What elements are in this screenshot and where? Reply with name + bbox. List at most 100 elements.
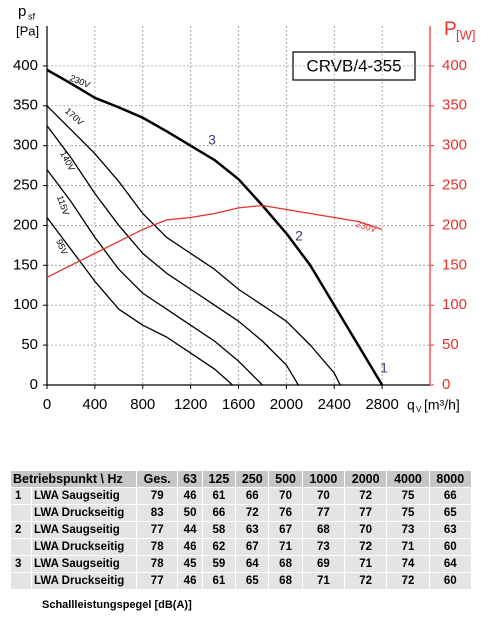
y-tick-label: 50: [21, 336, 38, 353]
value-cell: 50: [177, 504, 203, 522]
header-cell: 8000: [428, 470, 473, 488]
value-cell: 72: [344, 487, 388, 505]
row-label: LWA Saugseitig: [31, 521, 137, 539]
value-cell: 58: [201, 521, 237, 539]
value-cell: 70: [344, 521, 388, 539]
value-cell: 60: [428, 572, 473, 590]
value-cell: 68: [301, 521, 346, 539]
value-cell: 72: [344, 572, 388, 590]
series-line: [46, 217, 233, 386]
value-cell: 78: [135, 538, 179, 556]
y-tick-label: 350: [13, 97, 38, 114]
value-cell: 71: [301, 572, 346, 590]
y2-tick-label: 400: [442, 57, 467, 74]
y-label: p: [18, 3, 26, 20]
chart: CRVB/4-355 p sf [Pa] P [W] q V [m³/h] 0 5…: [13, 3, 476, 414]
value-cell: 44: [177, 521, 203, 539]
y-tick-label: 250: [13, 177, 38, 194]
value-cell: 59: [201, 555, 237, 573]
x-tick-label: 1600: [222, 396, 255, 413]
value-cell: 72: [235, 504, 270, 522]
point-cell: 3: [10, 555, 32, 573]
value-cell: 65: [428, 504, 473, 522]
operating-point-label: 2: [295, 228, 303, 244]
x-tick-label: 2400: [318, 396, 351, 413]
row-label: LWA Saugseitig: [31, 487, 137, 505]
value-cell: 65: [235, 572, 270, 590]
table-row: LWA Druckseitig 77 46 61 65 68 71 72 72 60: [10, 572, 473, 590]
sound-table: Betriebspunkt \ Hz Ges. 63 125 250 500 1000 200…: [10, 470, 473, 590]
value-cell: 68: [268, 572, 303, 590]
y2-tick-label: 350: [442, 97, 467, 114]
value-cell: 46: [177, 487, 203, 505]
series-line: [46, 204, 383, 278]
value-cell: 67: [235, 538, 270, 556]
y-tick-label: 300: [13, 137, 38, 154]
y2-tick-label: 50: [442, 336, 459, 353]
header-cell: 250: [235, 470, 270, 488]
y2-tick-label: 0: [442, 376, 450, 393]
row-label: LWA Druckseitig: [31, 538, 137, 556]
value-cell: 76: [268, 504, 303, 522]
value-cell: 62: [201, 538, 237, 556]
x-tick-label: 1200: [174, 396, 207, 413]
value-cell: 77: [301, 504, 346, 522]
header-cell: Betriebspunkt \ Hz: [10, 470, 137, 488]
value-cell: 70: [268, 487, 303, 505]
series-label: 230V: [68, 73, 91, 90]
y-tick-label: 200: [13, 216, 38, 233]
header-cell: Ges.: [135, 470, 179, 488]
row-label: LWA Druckseitig: [31, 504, 137, 522]
value-cell: 63: [428, 521, 473, 539]
x-tick-label: 400: [82, 396, 107, 413]
row-label: LWA Druckseitig: [31, 572, 137, 590]
point-cell: 2: [10, 521, 32, 539]
value-cell: 78: [135, 555, 179, 573]
y2-tick-label: 300: [442, 137, 467, 154]
value-cell: 75: [386, 487, 430, 505]
value-cell: 79: [135, 487, 179, 505]
series-label: 115V: [55, 194, 71, 217]
series-label: 170V: [63, 106, 85, 128]
header-cell: 63: [177, 470, 203, 488]
header-cell: 1000: [301, 470, 346, 488]
series-line: [46, 68, 384, 386]
x-tick-label: 2000: [270, 396, 303, 413]
value-cell: 66: [428, 487, 473, 505]
value-cell: 61: [201, 572, 237, 590]
table-row: LWA Druckseitig 78 46 62 67 71 73 72 71 60: [10, 538, 473, 556]
series-label: 95V: [54, 238, 70, 257]
y2-tick-label: 100: [442, 296, 467, 313]
header-cell: 500: [268, 470, 303, 488]
y-unit: [Pa]: [16, 23, 39, 38]
table-row: 2 LWA Saugseitig 77 44 58 63 67 68 70 73 63: [10, 521, 473, 539]
value-cell: 77: [135, 572, 179, 590]
value-cell: 72: [386, 572, 430, 590]
point-cell: [10, 538, 32, 556]
table-row: LWA Druckseitig 83 50 66 72 76 77 77 75 65: [10, 504, 473, 522]
point-cell: [10, 504, 32, 522]
value-cell: 72: [344, 538, 388, 556]
table-row: 1 LWA Saugseitig 79 46 61 66 70 70 72 75 66: [10, 487, 473, 505]
series-label: 140V: [58, 149, 77, 172]
y-tick-label: 0: [30, 376, 38, 393]
y2-label: P: [444, 19, 457, 40]
y-tick-label: 400: [13, 57, 38, 74]
value-cell: 60: [428, 538, 473, 556]
value-cell: 77: [135, 521, 179, 539]
y2-label-sub: [W]: [456, 27, 476, 42]
y-tick-label: 100: [13, 296, 38, 313]
header-cell: 2000: [344, 470, 388, 488]
series-line: [46, 125, 299, 386]
y2-tick-label: 200: [442, 216, 467, 233]
model-label: CRVB/4-355: [306, 56, 401, 75]
table-footer: Schallleistungspegel [dB(A)]: [42, 599, 192, 611]
header-cell: 4000: [386, 470, 430, 488]
x-label-sub: V: [416, 405, 422, 414]
value-cell: 69: [301, 555, 346, 573]
y2-tick-label: 150: [442, 256, 467, 273]
value-cell: 61: [201, 487, 237, 505]
value-cell: 74: [386, 555, 430, 573]
x-tick-label: 0: [43, 396, 51, 413]
